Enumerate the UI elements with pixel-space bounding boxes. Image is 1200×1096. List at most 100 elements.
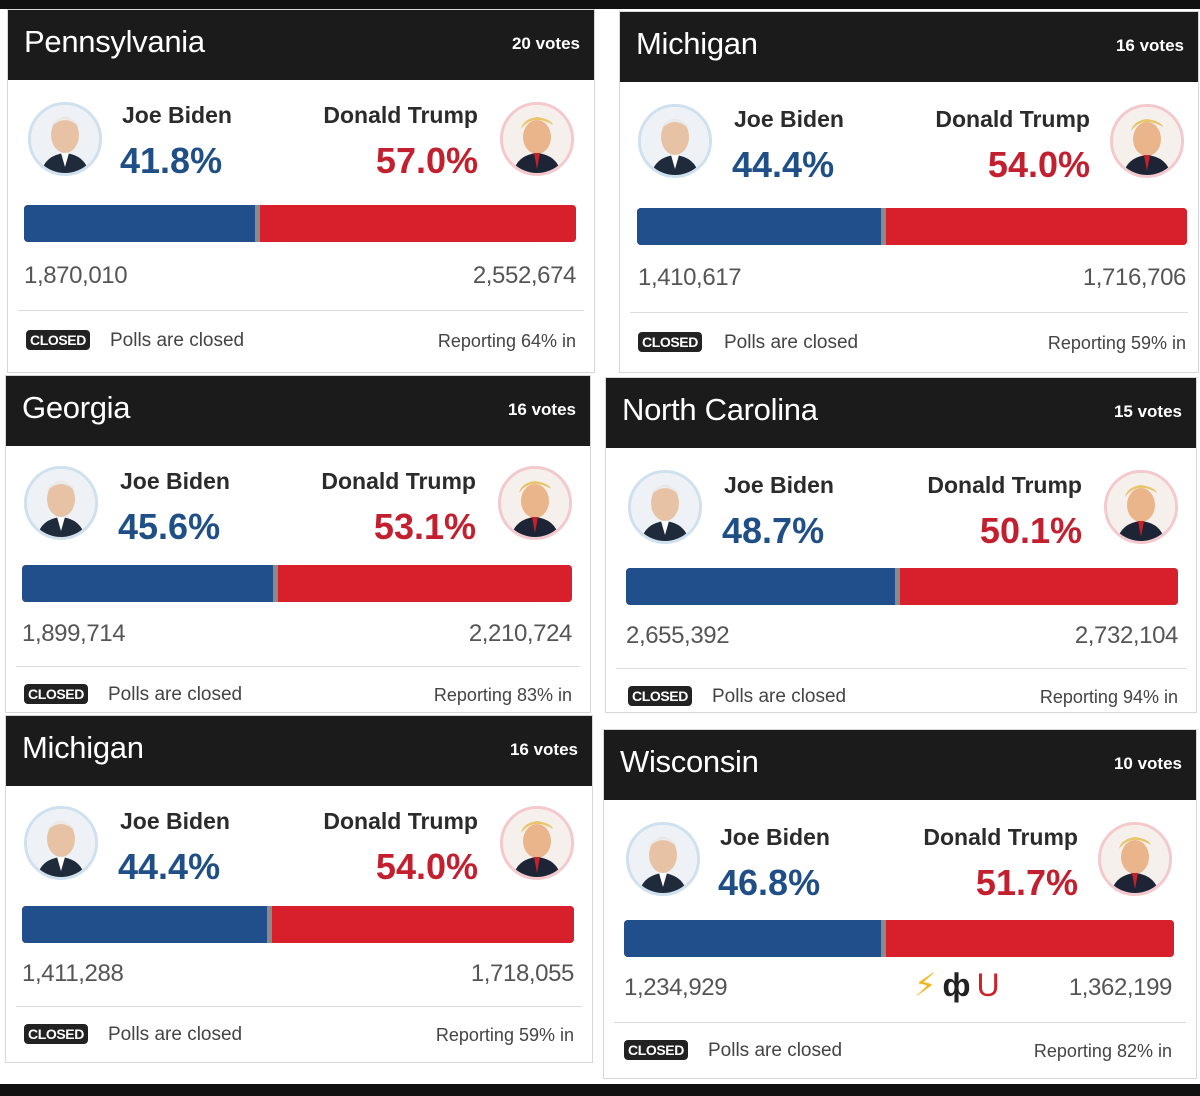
biden-name: Joe Biden bbox=[724, 472, 834, 498]
magnet-icon: U bbox=[976, 967, 1006, 1003]
footer-divider bbox=[630, 312, 1188, 313]
closed-badge: CLOSED bbox=[638, 332, 702, 352]
trump-name: Donald Trump bbox=[323, 102, 478, 128]
biden-bar bbox=[22, 906, 268, 943]
trump-bar bbox=[259, 205, 576, 242]
biden-avatar bbox=[626, 822, 700, 896]
vote-share-bar bbox=[637, 208, 1187, 245]
trump-percent: 57.0% bbox=[375, 140, 478, 181]
trump-name: Donald Trump bbox=[323, 808, 478, 834]
closed-badge: CLOSED bbox=[624, 1040, 688, 1060]
phi-icon: ф bbox=[942, 967, 977, 1003]
biden-name: Joe Biden bbox=[734, 106, 844, 132]
state-card-michigan-2: Michigan 16 votes Joe Biden 44.4% Donald… bbox=[6, 716, 592, 1062]
biden-name: Joe Biden bbox=[120, 808, 230, 834]
state-card-michigan: Michigan 16 votes Joe Biden 44.4% Donald… bbox=[620, 12, 1198, 372]
trump-name: Donald Trump bbox=[935, 106, 1090, 132]
polls-status: Polls are closed bbox=[108, 1024, 243, 1045]
trump-vote-count: 1,718,055 bbox=[470, 960, 575, 987]
card-header: Wisconsin 10 votes bbox=[604, 730, 1196, 800]
biden-avatar bbox=[24, 806, 98, 880]
biden-avatar bbox=[28, 102, 102, 176]
polls-status: Polls are closed bbox=[712, 686, 847, 707]
trump-percent: 53.1% bbox=[373, 506, 476, 547]
state-name: Wisconsin bbox=[620, 744, 759, 779]
top-frame-border bbox=[0, 0, 1200, 9]
electoral-votes: 10 votes bbox=[1113, 754, 1182, 773]
trump-bar bbox=[886, 920, 1174, 957]
polls-status: Polls are closed bbox=[110, 330, 245, 351]
biden-percent: 41.8% bbox=[120, 140, 223, 181]
vote-share-bar bbox=[22, 906, 574, 943]
trump-avatar bbox=[500, 102, 574, 176]
lightning-icon: ⚡ bbox=[914, 967, 943, 1003]
trump-avatar bbox=[500, 806, 574, 880]
trump-bar bbox=[277, 565, 572, 602]
biden-percent: 44.4% bbox=[118, 846, 221, 887]
biden-bar bbox=[22, 565, 273, 602]
state-card-north-carolina: North Carolina 15 votes Joe Biden 48.7% … bbox=[606, 378, 1196, 712]
reporting-status: Reporting 59% in bbox=[435, 1025, 574, 1045]
bar-separator bbox=[254, 205, 260, 242]
electoral-votes: 16 votes bbox=[1115, 36, 1184, 55]
electoral-votes: 16 votes bbox=[507, 400, 576, 419]
biden-avatar bbox=[24, 466, 98, 540]
trump-vote-count: 1,362,199 bbox=[1068, 974, 1173, 1001]
biden-bar bbox=[624, 920, 882, 957]
trump-bar bbox=[272, 906, 574, 943]
biden-avatar bbox=[638, 104, 712, 178]
state-name: Michigan bbox=[636, 26, 758, 61]
polls-status: Polls are closed bbox=[724, 332, 859, 353]
vote-share-bar bbox=[22, 565, 572, 602]
trump-percent: 51.7% bbox=[975, 862, 1078, 903]
biden-vote-count: 1,870,010 bbox=[24, 262, 128, 289]
polls-status: Polls are closed bbox=[708, 1040, 843, 1061]
trump-bar bbox=[886, 208, 1187, 245]
trump-percent: 50.1% bbox=[979, 510, 1082, 551]
trump-bar bbox=[899, 568, 1178, 605]
card-header: Michigan 16 votes bbox=[6, 716, 592, 786]
trump-percent: 54.0% bbox=[987, 144, 1090, 185]
biden-avatar bbox=[628, 470, 702, 544]
trump-vote-count: 2,210,724 bbox=[468, 620, 573, 647]
bar-separator bbox=[894, 568, 900, 605]
trump-avatar bbox=[498, 466, 572, 540]
state-name: North Carolina bbox=[622, 392, 818, 427]
bar-separator bbox=[272, 565, 278, 602]
biden-name: Joe Biden bbox=[720, 824, 830, 850]
biden-vote-count: 1,234,929 bbox=[624, 974, 728, 1001]
state-name: Michigan bbox=[22, 730, 144, 765]
state-card-wisconsin: Wisconsin 10 votes Joe Biden 46.8% Donal… bbox=[604, 730, 1196, 1078]
biden-vote-count: 1,410,617 bbox=[638, 264, 742, 291]
closed-badge: CLOSED bbox=[24, 684, 88, 704]
biden-bar bbox=[637, 208, 882, 245]
electoral-votes: 15 votes bbox=[1113, 402, 1182, 421]
closed-badge: CLOSED bbox=[26, 330, 90, 350]
state-card-pennsylvania: Pennsylvania 20 votes Joe Biden 41.8% Do… bbox=[8, 10, 594, 372]
bottom-frame-border bbox=[0, 1084, 1200, 1096]
trump-avatar bbox=[1110, 104, 1184, 178]
state-name: Pennsylvania bbox=[24, 24, 205, 59]
trump-avatar bbox=[1104, 470, 1178, 544]
reporting-status: Reporting 64% in bbox=[437, 331, 576, 351]
polls-status: Polls are closed bbox=[108, 684, 243, 705]
state-card-georgia: Georgia 16 votes Joe Biden 45.6% Donald … bbox=[6, 376, 590, 712]
reporting-status: Reporting 82% in bbox=[1033, 1041, 1172, 1061]
biden-name: Joe Biden bbox=[122, 102, 232, 128]
reporting-status: Reporting 94% in bbox=[1039, 687, 1178, 707]
vote-share-bar bbox=[24, 205, 576, 242]
footer-divider bbox=[16, 666, 580, 667]
trump-vote-count: 2,732,104 bbox=[1074, 622, 1179, 649]
closed-badge: CLOSED bbox=[24, 1024, 88, 1044]
footer-divider bbox=[16, 1006, 582, 1007]
trump-vote-count: 1,716,706 bbox=[1082, 264, 1187, 291]
trump-percent: 54.0% bbox=[375, 846, 478, 887]
vote-share-bar bbox=[624, 920, 1174, 957]
biden-bar bbox=[626, 568, 895, 605]
trump-name: Donald Trump bbox=[321, 468, 476, 494]
biden-percent: 45.6% bbox=[118, 506, 221, 547]
card-header: North Carolina 15 votes bbox=[606, 378, 1196, 448]
reporting-status: Reporting 59% in bbox=[1047, 333, 1186, 353]
trump-vote-count: 2,552,674 bbox=[472, 262, 577, 289]
footer-divider bbox=[614, 1022, 1186, 1023]
